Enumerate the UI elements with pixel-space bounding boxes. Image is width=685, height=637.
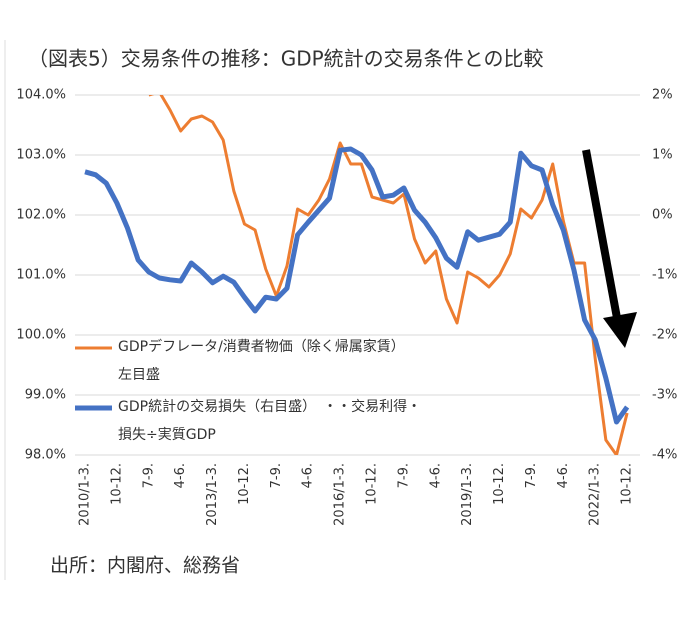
- x-tick-label: 7-9.: [396, 463, 411, 488]
- x-tick-label: 10-12.: [365, 463, 380, 505]
- source-note: 出所：内閣府、総務省: [50, 555, 240, 577]
- y-tick-label: 104.0%: [16, 88, 66, 103]
- x-tick-label: 4-6.: [173, 463, 188, 488]
- x-tick-label: 7-9.: [524, 463, 539, 488]
- x-tick-label: 2019/1-3.: [460, 463, 475, 526]
- x-tick-label: 2022/1-3.: [588, 463, 603, 526]
- x-tick-label: 4-6.: [301, 463, 316, 488]
- arrow: [582, 149, 637, 348]
- legend-entry: GDP統計の交易損失（右目盛） ・・交易利得・ 損失÷実質GDP: [118, 399, 422, 443]
- x-tick-label: 2013/1-3.: [205, 463, 220, 526]
- y2-tick-label: 1%: [652, 148, 673, 163]
- y2-tick-label: -2%: [652, 328, 677, 343]
- plot: [84, 95, 630, 455]
- y2-tick-label: -3%: [652, 388, 677, 403]
- y-tick-label: 102.0%: [16, 208, 66, 223]
- grid: [75, 94, 640, 456]
- chart-title: （図表5）交易条件の推移：GDP統計の交易条件との比較: [28, 47, 543, 71]
- legend-entry: GDPデフレータ/消費者物価（除く帰属家賃） 左目盛: [118, 339, 405, 383]
- y2-tick-label: -1%: [652, 268, 677, 283]
- y-tick-label: 103.0%: [16, 148, 66, 163]
- x-tick-label: 2016/1-3.: [333, 463, 348, 526]
- y2-tick-label: 0%: [652, 208, 673, 223]
- x-tick-label: 7-9.: [141, 463, 156, 488]
- x-tick-label: 2010/1-3.: [78, 463, 93, 526]
- x-tick-label: 4-6.: [428, 463, 443, 488]
- x-tick-label: 10-12.: [620, 463, 635, 505]
- x-tick-label: 10-12.: [109, 463, 124, 505]
- series-line: [84, 146, 630, 425]
- y2-tick-label: 2%: [652, 88, 673, 103]
- x-tick-label: 10-12.: [237, 463, 252, 505]
- y-tick-label: 98.0%: [25, 448, 66, 463]
- x-tick-label: 10-12.: [492, 463, 507, 505]
- x-tick-label: 4-6.: [556, 463, 571, 488]
- x-tick-label: 7-9.: [269, 463, 284, 488]
- y-tick-label: 101.0%: [16, 268, 66, 283]
- y-tick-label: 100.0%: [16, 328, 66, 343]
- y-tick-label: 99.0%: [25, 388, 66, 403]
- y2-tick-label: -4%: [652, 448, 677, 463]
